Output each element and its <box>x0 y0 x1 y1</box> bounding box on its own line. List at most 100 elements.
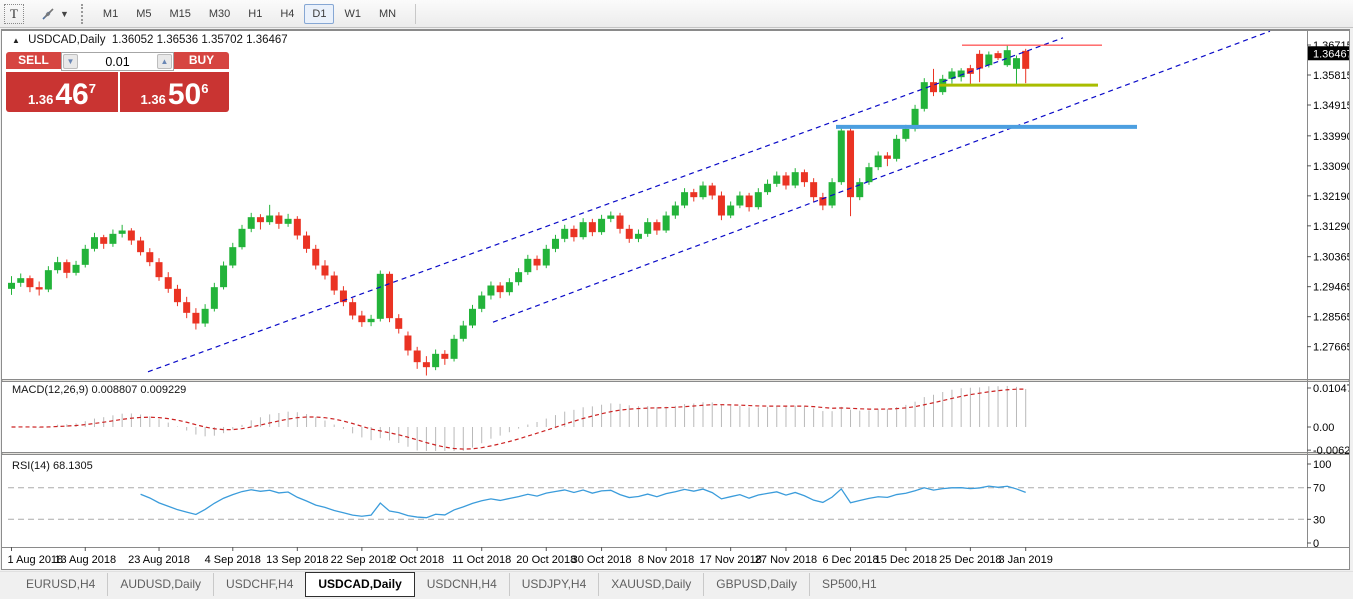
date-axis-label: 15 Dec 2018 <box>875 554 937 566</box>
candle-body <box>210 287 218 309</box>
candle-body <box>386 273 394 319</box>
candle-body <box>893 138 901 159</box>
candle-body <box>800 172 808 183</box>
chart-tab-sp500-h1[interactable]: SP500,H1 <box>808 573 889 596</box>
timeframe-button-m5[interactable]: M5 <box>136 7 152 20</box>
candle-body <box>72 264 80 273</box>
candle-body <box>773 175 781 184</box>
rsi-axis-label: 30 <box>1313 514 1325 526</box>
candle-body <box>275 215 283 224</box>
candle-body <box>920 82 928 109</box>
candle-body <box>395 318 403 329</box>
volume-decrease-button[interactable]: ▼ <box>63 54 78 69</box>
price-axis-label: 1.29465 <box>1313 282 1349 294</box>
candle-body <box>653 222 661 231</box>
candle-body <box>164 277 172 289</box>
arrange-icon[interactable] <box>38 4 58 24</box>
candle-body <box>671 205 679 216</box>
trendline-channel-lower[interactable] <box>492 30 1271 323</box>
candle-body <box>727 205 735 216</box>
candle-body <box>736 195 744 206</box>
price-axis-label: 1.28565 <box>1313 312 1349 324</box>
chart-tab-usdchf-h4[interactable]: USDCHF,H4 <box>213 573 305 596</box>
price-axis-label: 1.32190 <box>1313 191 1349 203</box>
chart-tab-audusd-daily[interactable]: AUDUSD,Daily <box>107 573 213 596</box>
text-tool-button[interactable]: T <box>4 3 24 24</box>
buy-button[interactable]: BUY <box>174 52 229 71</box>
candle-body <box>469 308 476 326</box>
date-axis-label: 11 Oct 2018 <box>452 554 511 566</box>
candle-body <box>487 285 495 296</box>
timeframe-button-m30[interactable]: M30 <box>208 7 231 20</box>
date-axis-label: 30 Oct 2018 <box>572 554 632 566</box>
collapse-panel-icon[interactable]: ▲ <box>12 36 20 45</box>
candle-body <box>985 54 993 66</box>
price-axis-label: 1.33990 <box>1313 131 1349 143</box>
price-axis[interactable]: 1.367151.358151.349151.339901.330901.321… <box>1307 40 1349 550</box>
candle-body <box>496 285 504 293</box>
candle-body <box>957 70 965 78</box>
volume-increase-button[interactable]: ▲ <box>157 54 172 69</box>
timeframe-button-m15[interactable]: M15 <box>169 7 191 20</box>
pane-borders <box>2 30 1349 548</box>
timeframe-button-d1[interactable]: D1 <box>304 3 335 24</box>
buy-price-button[interactable]: 1.36 50 6 <box>120 72 229 112</box>
price-axis-label: 1.27665 <box>1313 342 1349 354</box>
timeframe-button-mn[interactable]: MN <box>378 7 397 20</box>
candle-body <box>994 53 1002 59</box>
chart-objects[interactable] <box>147 30 1271 373</box>
candle-body <box>966 68 974 74</box>
candle-body <box>284 218 292 224</box>
candle-body <box>810 182 818 198</box>
arrows-icon <box>42 7 54 20</box>
candle-body <box>349 302 357 316</box>
price-axis-label: 1.30365 <box>1313 252 1349 264</box>
candle-body <box>358 315 366 323</box>
dropdown-caret-icon[interactable]: ▼ <box>60 8 69 19</box>
date-axis-label: 23 Aug 2018 <box>128 554 190 566</box>
candle-body <box>376 273 384 319</box>
sell-price-big: 46 <box>55 78 89 111</box>
candle-body <box>192 312 200 324</box>
candle-body <box>293 218 301 236</box>
candle-body <box>745 195 753 208</box>
chart-tab-eurusd-h4[interactable]: EURUSD,H4 <box>26 577 96 591</box>
trendline-channel-upper[interactable] <box>147 37 1064 373</box>
candle-body <box>90 237 98 249</box>
candle-body <box>837 130 845 183</box>
volume-input[interactable] <box>79 53 156 70</box>
candle-body <box>634 233 642 239</box>
rsi-axis-label: 100 <box>1313 459 1331 471</box>
timeframe-button-h1[interactable]: H1 <box>248 7 263 20</box>
chart-tab-xauusd-daily[interactable]: XAUUSD,Daily <box>598 573 703 596</box>
toolbar-grip[interactable] <box>80 3 86 24</box>
date-axis-label: 8 Nov 2018 <box>638 554 694 566</box>
chart-symbol-label: USDCAD,Daily <box>28 34 106 46</box>
sell-price-button[interactable]: 1.36 46 7 <box>6 72 118 112</box>
chart-canvas[interactable]: 1.367151.358151.349151.339901.330901.321… <box>2 30 1349 569</box>
chart-tab-gbpusd-daily[interactable]: GBPUSD,Daily <box>703 573 809 596</box>
timeframe-button-w1[interactable]: W1 <box>344 7 361 20</box>
chart-tab-usdcnh-h4[interactable]: USDCNH,H4 <box>426 577 497 591</box>
timeframe-button-h4[interactable]: H4 <box>280 7 295 20</box>
macd-axis-label: -0.006218 <box>1313 445 1349 457</box>
candle-body <box>524 258 532 273</box>
date-axis-label: 2 Oct 2018 <box>390 554 444 566</box>
candle-body <box>874 155 882 168</box>
chart-tab-usdjpy-h4[interactable]: USDJPY,H4 <box>508 573 598 596</box>
chart-tab-usdcad-daily[interactable]: USDCAD,Daily <box>305 572 415 597</box>
rsi-value: 68.1305 <box>52 460 93 472</box>
date-axis-label: 20 Oct 2018 <box>516 554 576 566</box>
candle-body <box>561 228 569 239</box>
candle-body <box>515 272 523 283</box>
candle-body <box>883 155 891 159</box>
chart-ohlc-header: ▲ USDCAD,Daily 1.36052 1.36536 1.35702 1… <box>12 34 288 46</box>
candle-body <box>690 192 698 198</box>
sell-button[interactable]: SELL <box>6 52 61 71</box>
timeframe-button-m1[interactable]: M1 <box>102 7 119 20</box>
candle-body <box>847 130 855 198</box>
chart-ohlc-values: 1.36052 1.36536 1.35702 1.36467 <box>111 34 288 46</box>
candle-body <box>413 350 421 363</box>
